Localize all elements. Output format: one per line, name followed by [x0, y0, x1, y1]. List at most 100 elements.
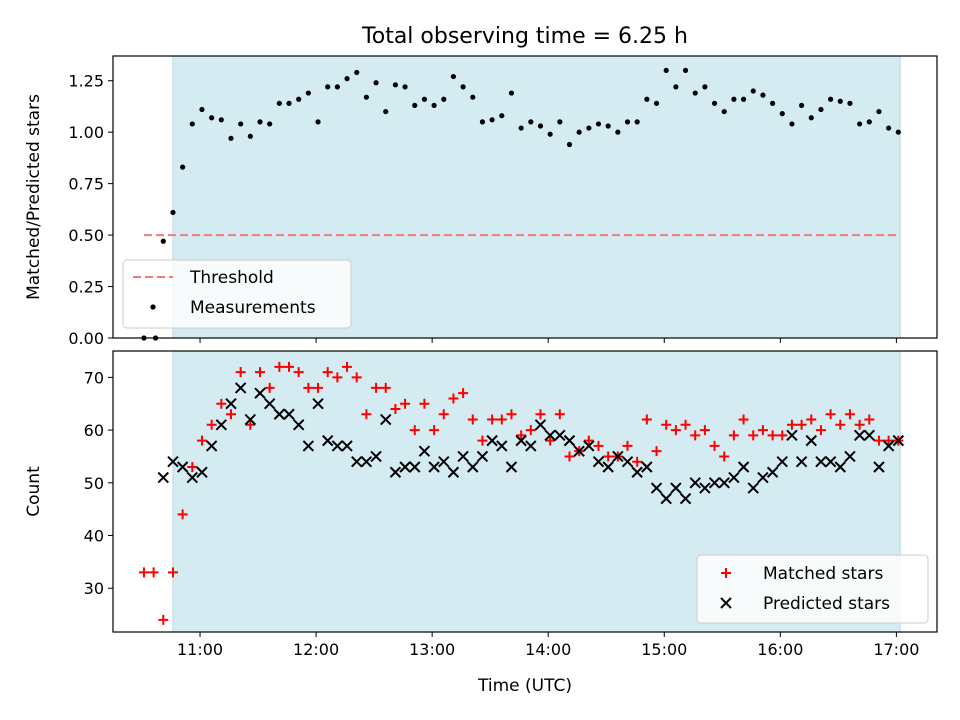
predicted-stars-point	[467, 461, 479, 473]
predicted-stars-point	[670, 482, 682, 494]
measurement-point	[837, 98, 843, 104]
measurement-point	[682, 67, 689, 74]
matched-stars-point	[148, 567, 159, 578]
measurement-point	[180, 164, 186, 170]
y-tick-label: 1.25	[68, 72, 104, 91]
measurement-point	[286, 100, 292, 106]
matched-stars-point	[448, 393, 459, 404]
predicted-stars-point	[515, 434, 527, 447]
measurement-point	[334, 84, 340, 90]
matched-stars-point	[506, 409, 517, 420]
matched-stars-point	[138, 567, 149, 578]
legend-measurements-swatch	[150, 304, 156, 310]
predicted-stars-point	[263, 398, 276, 410]
matched-stars-point	[680, 419, 691, 430]
predicted-stars-point	[844, 450, 856, 463]
measurement-point	[315, 119, 321, 125]
axes-frame	[112, 55, 938, 339]
measurement-point	[276, 100, 282, 106]
y-tick-label: 0.75	[68, 175, 104, 194]
matched-stars-point	[748, 430, 759, 441]
predicted-stars-point	[641, 461, 653, 473]
matched-stars-point	[883, 435, 894, 446]
measurement-point	[857, 121, 863, 127]
predicted-stars-point	[805, 434, 817, 447]
predicted-stars-point	[834, 461, 846, 473]
x-tick-label: 16:00	[757, 640, 803, 659]
matched-stars-point	[322, 367, 333, 378]
measurement-point	[586, 125, 592, 131]
measurement-point	[296, 96, 302, 102]
matched-stars-point	[429, 425, 440, 436]
matched-stars-point	[216, 398, 227, 409]
matched-stars-point	[274, 361, 285, 372]
measurement-point	[731, 96, 737, 102]
matched-stars-point	[603, 451, 614, 462]
matched-stars-point	[371, 382, 382, 393]
measurement-point	[663, 67, 669, 74]
predicted-stars-point	[679, 492, 692, 505]
matched-stars-point	[458, 388, 469, 399]
predicted-stars-point	[873, 461, 885, 473]
predicted-stars-point	[699, 482, 711, 494]
x-tick-label: 17:00	[873, 640, 919, 659]
matched-stars-point	[477, 435, 488, 446]
predicted-stars-point	[853, 429, 866, 442]
predicted-stars-point	[795, 456, 808, 468]
y-axis-label: Count	[24, 466, 44, 517]
predicted-stars-point	[496, 440, 508, 452]
measurement-point	[779, 111, 785, 117]
axes-frame	[112, 350, 938, 633]
matched-stars-point	[651, 446, 662, 457]
measurement-point	[557, 119, 563, 125]
measurement-point	[789, 121, 795, 127]
measurement-point	[634, 119, 640, 125]
matched-stars-point	[419, 398, 430, 409]
matched-stars-point	[670, 425, 681, 436]
matched-stars-point	[313, 382, 324, 393]
measurement-point	[547, 131, 553, 137]
measurement-point	[808, 115, 814, 121]
measurement-point	[238, 121, 244, 127]
predicted-stars-point	[650, 482, 663, 494]
matched-stars-point	[690, 430, 701, 441]
measurement-point	[479, 119, 486, 125]
measurement-point	[160, 238, 166, 244]
chart-title: Total observing time = 6.25 h	[361, 24, 688, 49]
measurement-point	[392, 82, 399, 88]
measurement-point	[218, 117, 224, 123]
measurement-point	[566, 141, 573, 148]
matched-stars-point	[632, 456, 643, 467]
measurement-point	[354, 69, 360, 76]
matched-stars-point	[400, 398, 411, 409]
measurement-point	[799, 102, 805, 109]
predicted-stars-point	[157, 471, 169, 484]
predicted-stars-point	[360, 456, 373, 468]
matched-stars-point	[661, 419, 672, 430]
predicted-stars-point	[176, 461, 189, 473]
predicted-stars-point	[457, 450, 469, 463]
predicted-stars-point	[602, 461, 614, 473]
measurement-point	[866, 119, 872, 125]
predicted-stars-point	[776, 456, 788, 468]
measurement-point	[383, 108, 389, 115]
predicted-stars-point	[824, 456, 837, 468]
predicted-stars-point	[399, 461, 411, 473]
legend-measurements-label: Measurements	[190, 298, 316, 318]
matched-stars-point	[332, 372, 343, 383]
measurement-point	[692, 90, 698, 96]
matched-stars-point	[342, 361, 353, 372]
matched-stars-point	[777, 430, 788, 441]
predicted-stars-point	[273, 408, 286, 420]
measurement-point	[305, 90, 311, 96]
measurement-point	[209, 115, 215, 121]
top-panel: 0.00 0.25 0.50 0.75 1.00 1.25 Matched/Predicte…	[24, 55, 938, 348]
y-tick-label: 50	[84, 474, 104, 493]
predicted-stars-point	[708, 477, 721, 489]
y-tick-label: 0.50	[68, 226, 104, 245]
predicted-stars-point	[351, 456, 363, 468]
predicted-stars-point	[757, 471, 769, 484]
measurement-point	[325, 84, 331, 90]
legend-matched-label: Matched stars	[763, 564, 883, 584]
predicted-stars-point	[186, 471, 199, 484]
